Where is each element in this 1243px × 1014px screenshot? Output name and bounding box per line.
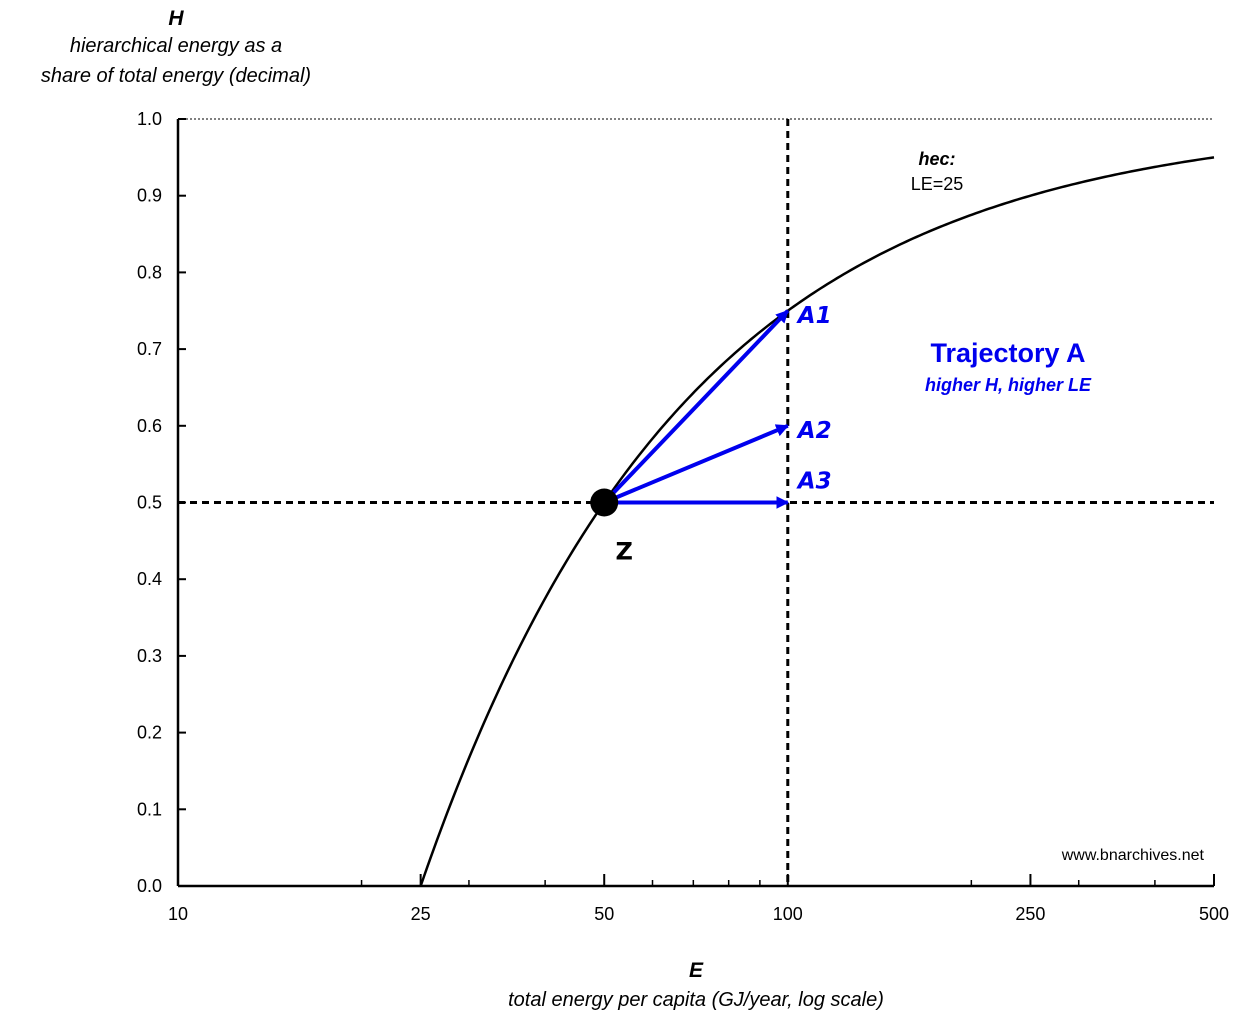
y-tick-label: 0.1: [137, 799, 162, 819]
y-axis-label-line-2: share of total energy (decimal): [41, 65, 311, 87]
x-axis-label: total energy per capita (GJ/year, log sc…: [508, 989, 884, 1011]
y-tick-label: 0.4: [137, 569, 162, 589]
y-tick-label: 0.7: [137, 339, 162, 359]
arrow-a1: [602, 309, 790, 504]
x-tick-label: 250: [1015, 904, 1045, 924]
arrow-label-a3: A3: [796, 469, 832, 495]
arrow-label-a1: A1: [796, 303, 832, 329]
y-axis-ticks: 0.0 0.1 0.2 0.3 0.4 0.5 0.6 0.7 0.8 0.9 1.0: [137, 109, 186, 896]
x-tick-label: 25: [411, 904, 431, 924]
hec-curve-label: hec:: [918, 149, 955, 169]
y-axis-symbol: H: [168, 7, 184, 30]
x-axis-ticks: 10 25 50 100 250 500: [168, 874, 1229, 924]
arrow-a2: [603, 423, 789, 505]
x-axis-symbol: E: [689, 959, 704, 982]
x-tick-label: 100: [773, 904, 803, 924]
point-z-label: Z: [616, 538, 633, 566]
y-tick-label: 1.0: [137, 109, 162, 129]
watermark: www.bnarchives.net: [1061, 847, 1205, 864]
trajectory-title: Trajectory A: [930, 338, 1085, 368]
hec-curve: [419, 156, 1215, 887]
y-tick-label: 0.9: [137, 186, 162, 206]
trajectory-arrows: A1 A2 A3: [602, 303, 832, 509]
y-tick-label: 0.6: [137, 416, 162, 436]
y-tick-label: 0.2: [137, 723, 162, 743]
hec-curve-annotation: LE=25: [911, 174, 964, 194]
x-tick-label: 10: [168, 904, 188, 924]
point-z-marker: [590, 488, 619, 517]
arrow-label-a2: A2: [796, 418, 832, 444]
y-tick-label: 0.0: [137, 876, 162, 896]
y-tick-label: 0.5: [137, 493, 162, 513]
x-tick-label: 50: [594, 904, 614, 924]
y-axis-label-line-1: hierarchical energy as a: [70, 35, 282, 57]
trajectory-subtitle: higher H, higher LE: [925, 375, 1092, 395]
x-tick-label: 500: [1199, 904, 1229, 924]
y-tick-label: 0.3: [137, 646, 162, 666]
y-tick-label: 0.8: [137, 262, 162, 282]
